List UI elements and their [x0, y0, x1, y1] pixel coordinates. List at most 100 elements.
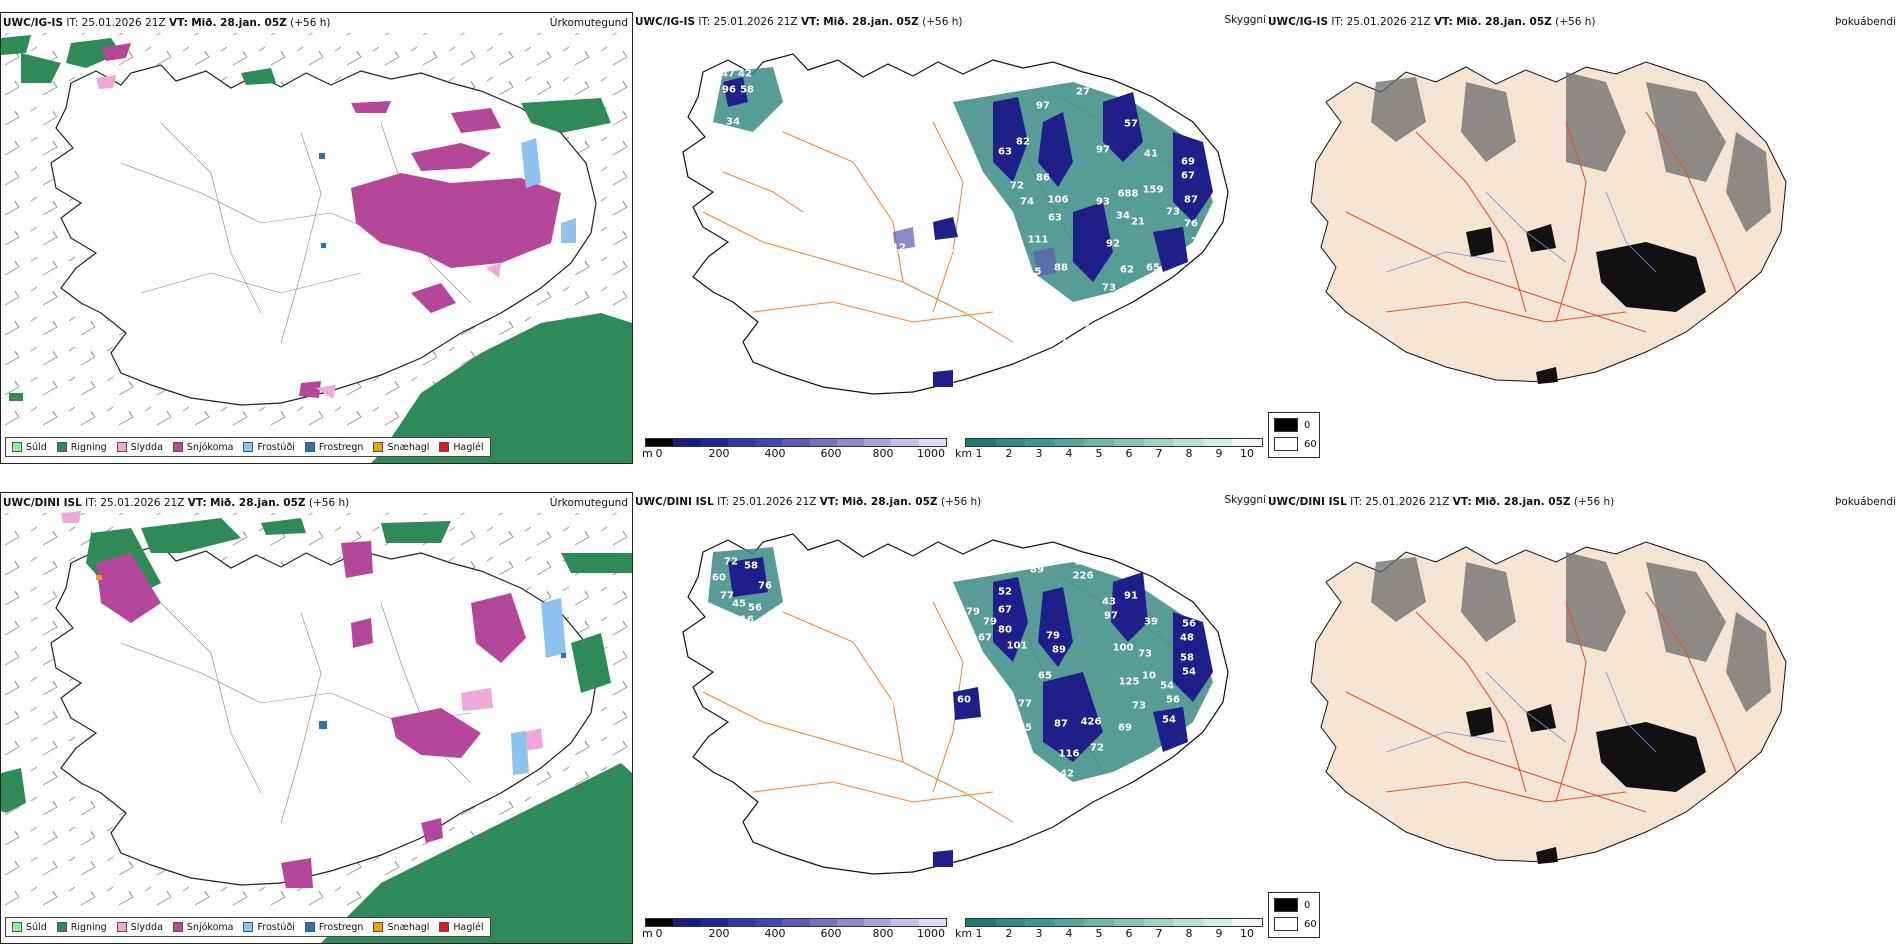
visibility-label: 58	[744, 560, 758, 572]
visibility-label: 39	[1144, 616, 1158, 628]
precip-header-top: UWC/IG-IS IT: 25.01.2026 21Z VT: Mið. 28…	[3, 17, 331, 29]
fog-legend-item: 60	[1274, 917, 1317, 931]
fog-legend-item: 0	[1274, 898, 1310, 912]
visibility-label: 108	[1060, 336, 1082, 348]
visibility-label: 96	[882, 698, 896, 710]
visibility-label: 55	[936, 386, 950, 398]
visibility-map-top	[682, 53, 1229, 395]
visibility-label: 63	[998, 146, 1012, 158]
ceiling-colorbar-bar	[645, 918, 947, 927]
visibility-label: 45	[732, 598, 746, 610]
visibility-label: 111	[1027, 234, 1049, 246]
visibility-label: 57	[1124, 118, 1138, 130]
visibility-label: 43	[1102, 596, 1116, 608]
fog-legend-bottom: 0 60	[1268, 892, 1320, 938]
legend-swatch	[56, 922, 67, 932]
visibility-label: 88	[1054, 262, 1068, 274]
precip-map-bottom	[1, 511, 632, 943]
visibility-label: 72	[1090, 742, 1104, 754]
visibility-label: 116	[1068, 318, 1090, 330]
visibility-label: 42	[738, 68, 752, 80]
visibility-label: 56	[748, 602, 762, 614]
visibility-label: 116	[1058, 748, 1080, 760]
visibility-label: 74	[1020, 196, 1034, 208]
fog-legend-item: 0	[1274, 418, 1310, 432]
visibility-label: 67	[1181, 170, 1195, 182]
legend-swatch	[304, 442, 315, 452]
legend-item-haglel: Haglél	[439, 922, 484, 933]
visibility-label: 12	[892, 242, 906, 254]
legend-item-haglel: Haglél	[439, 442, 484, 453]
visibility-label: 79	[1046, 630, 1060, 642]
legend-item-snjokoma: Snjókoma	[172, 922, 233, 933]
ceiling-colorbar-top: m 0 200 400 600 800 1000	[642, 438, 947, 461]
ceiling-ticks: 0 200 400 600 800 1000	[655, 447, 946, 460]
precip-header-bottom: UWC/DINI ISL IT: 25.01.2026 21Z VT: Mið.…	[3, 497, 350, 509]
visibility-label: 62	[1120, 264, 1134, 276]
visibility-label: 86	[1036, 172, 1050, 184]
visibility-label: 34	[726, 116, 740, 128]
legend-item-frostudi: Frostúði	[243, 922, 295, 933]
legend-swatch	[172, 922, 183, 932]
visibility-label: 54	[1182, 666, 1196, 678]
ceiling-ticks: 0 200 400 600 800 1000	[655, 927, 946, 940]
legend-swatch	[12, 922, 22, 932]
fog-legend-top: 0 60	[1268, 412, 1320, 458]
legend-item-sudd: Súld	[12, 442, 47, 453]
precip-panel-bottom: UWC/DINI ISL IT: 25.01.2026 21Z VT: Mið.…	[0, 492, 633, 944]
visibility-label: 688	[1117, 188, 1139, 200]
legend-swatch	[373, 442, 384, 452]
visibility-label: 65	[1038, 670, 1052, 682]
visibility-label: 80	[998, 624, 1012, 636]
visibility-label: 12	[1074, 302, 1088, 314]
legend-swatch	[243, 442, 254, 452]
visibility-label: 73	[1132, 700, 1146, 712]
fog-header-bottom: UWC/DINI ISL IT: 25.01.2026 21Z VT: Mið.…	[1268, 496, 1615, 508]
ceiling-colorbar-bar	[645, 438, 947, 447]
legend-item-slydda: Slydda	[116, 922, 163, 933]
legend-item-frostregn: Frostregn	[304, 442, 363, 453]
visibility-label: 58	[1180, 652, 1194, 664]
visibility-label: 60	[1094, 300, 1108, 312]
visibility-unit: km	[955, 927, 973, 940]
visibility-unit: km	[955, 447, 973, 460]
visibility-label: 89	[1030, 564, 1044, 576]
visibility-label: 21	[1131, 216, 1145, 228]
visibility-ticks: 1 2 3 4 5 6 7 8 9 10	[975, 927, 1255, 940]
visibility-label: 73	[1102, 282, 1116, 294]
visibility-header-top: UWC/IG-IS IT: 25.01.2026 21Z VT: Mið. 28…	[635, 16, 963, 28]
visibility-label: 76	[1184, 218, 1198, 230]
visibility-label: 67	[978, 632, 992, 644]
visibility-label: 159	[1142, 184, 1164, 196]
fog-map-bottom	[1310, 541, 1787, 864]
visibility-title-bottom: Skyggni	[1224, 494, 1267, 506]
precip-title-bottom: Úrkomutegund	[549, 497, 628, 509]
visibility-label: 10	[1142, 670, 1156, 682]
visibility-label: 101	[1006, 640, 1028, 652]
legend-item-snjokoma: Snjókoma	[172, 442, 233, 453]
visibility-label: 63	[1048, 212, 1062, 224]
visibility-colorbar-bar	[965, 918, 1263, 927]
legend-swatch	[116, 922, 127, 932]
visibility-label: 125	[1118, 676, 1140, 688]
visibility-label: 106	[1047, 194, 1069, 206]
legend-item-slydda: Slydda	[116, 442, 163, 453]
visibility-label: 72	[944, 248, 958, 260]
visibility-label: 69	[1118, 722, 1132, 734]
visibility-label: 72	[1010, 180, 1024, 192]
visibility-colorbar-bar	[965, 438, 1263, 447]
visibility-label: 75	[1191, 236, 1205, 248]
visibility-label: 56	[1182, 618, 1196, 630]
fog-map-top	[1310, 61, 1787, 384]
visibility-ticks: 1 2 3 4 5 6 7 8 9 10	[975, 447, 1255, 460]
visibility-colorbar-top: km 1 2 3 4 5 6 7 8 9 10	[955, 438, 1263, 461]
visibility-label: 91	[1124, 590, 1138, 602]
fog-panel-bottom: UWC/DINI ISL IT: 25.01.2026 21Z VT: Mið.…	[1266, 492, 1900, 944]
precip-legend-bottom: Súld Rigning Slydda Snjókoma Frostúði Fr…	[5, 917, 491, 937]
visibility-label: 54	[1162, 714, 1176, 726]
visibility-label: 60	[936, 868, 950, 880]
visibility-label: 56	[1166, 694, 1180, 706]
legend-swatch	[172, 442, 183, 452]
visibility-label: 82	[960, 236, 974, 248]
precip-legend-top: Súld Rigning Slydda Snjókoma Frostúði Fr…	[5, 437, 491, 457]
